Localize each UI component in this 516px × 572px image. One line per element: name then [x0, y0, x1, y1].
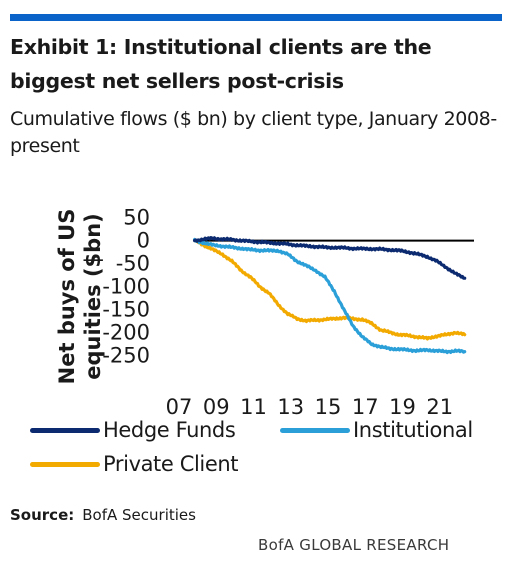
legend-label-institutional: Institutional — [353, 418, 473, 442]
x-tick-label: 13 — [277, 395, 304, 419]
series-line-institutional — [193, 237, 467, 355]
source-text: BofA Securities — [82, 506, 196, 524]
legend-swatch-institutional — [280, 427, 350, 433]
legend-label-hedge-funds: Hedge Funds — [103, 418, 236, 442]
line-chart: 500-50-100-150-200-250 07 09 11 13 15 17 19 21 Ne… — [55, 206, 474, 419]
y-axis-title: Net buys of US — [55, 209, 79, 385]
chart-subtitle: Cumulative flows ($ bn) by client type, … — [10, 108, 497, 157]
x-tick-label: 19 — [389, 395, 416, 419]
legend-swatch-private-client — [30, 461, 100, 467]
series-line-private-client — [193, 238, 467, 341]
series-line-hedge-funds — [193, 235, 467, 280]
y-tick-label: 50 — [123, 206, 150, 230]
x-tick-label: 11 — [240, 395, 267, 419]
y-axis-title: equities ($bn) — [81, 213, 105, 380]
legend-item-institutional: Institutional — [280, 418, 473, 442]
source-label: Source: — [10, 506, 75, 524]
y-tick-label: -250 — [102, 343, 150, 367]
y-tick-label: -200 — [102, 320, 150, 344]
y-tick-label: -50 — [116, 252, 150, 276]
legend-item-hedge-funds: Hedge Funds — [30, 418, 236, 442]
footer-brand: BofA GLOBAL RESEARCH — [258, 536, 450, 554]
legend-swatch-hedge-funds — [30, 427, 100, 433]
x-tick-label: 07 — [166, 395, 193, 419]
legend: Hedge Funds Institutional Private Client — [30, 418, 510, 482]
y-tick-label: -150 — [102, 297, 150, 321]
x-tick-label: 21 — [426, 395, 453, 419]
legend-label-private-client: Private Client — [103, 452, 239, 476]
chart-title: Exhibit 1: Institutional clients are the… — [10, 35, 432, 93]
x-tick-label: 09 — [203, 395, 230, 419]
legend-item-private-client: Private Client — [30, 452, 238, 476]
top-accent-rule — [10, 14, 502, 21]
x-tick-label: 17 — [352, 395, 379, 419]
x-tick-label: 15 — [315, 395, 342, 419]
y-tick-label: -100 — [102, 275, 150, 299]
source-note: Source: BofA Securities — [10, 506, 196, 524]
y-tick-label: 0 — [137, 229, 150, 253]
